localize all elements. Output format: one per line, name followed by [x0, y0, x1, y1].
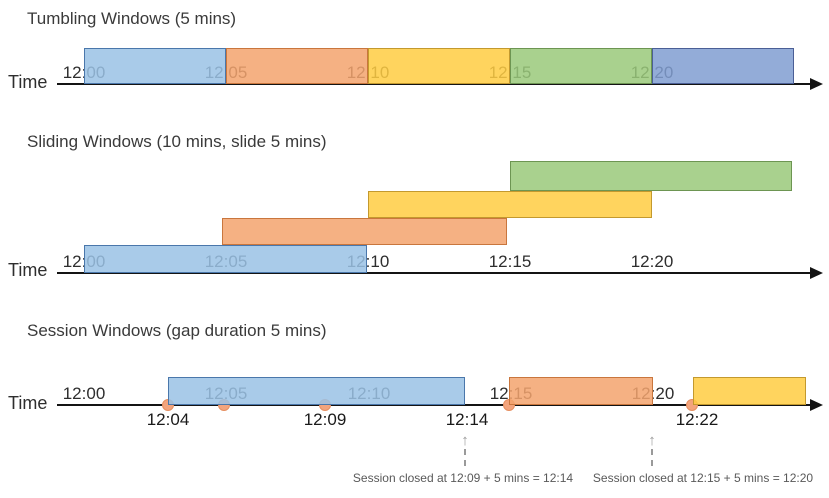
event-time-label: 12:14 — [445, 410, 489, 429]
axis-arrow-icon — [810, 399, 823, 411]
tumbling-window-w2 — [226, 48, 368, 84]
time-tick: 12:00 — [62, 384, 106, 403]
session-annotation: Session closed at 12:09 + 5 mins = 12:14 — [352, 471, 574, 485]
session-time-axis-label: Time — [8, 393, 48, 413]
sliding-title: Sliding Windows (10 mins, slide 5 mins) — [27, 132, 327, 151]
sliding-window-w2 — [222, 218, 507, 245]
axis-arrow-icon — [810, 78, 823, 90]
sliding-window-w1 — [84, 245, 367, 273]
event-time-label: 12:22 — [675, 410, 719, 429]
event-time-label: 12:09 — [303, 410, 347, 429]
dashed-line — [464, 449, 466, 466]
tumbling-window-w3 — [368, 48, 510, 84]
session-time-axis — [57, 404, 811, 406]
tumbling-time-axis-label: Time — [8, 72, 48, 92]
tumbling-time-axis — [57, 83, 811, 85]
time-tick: 12:20 — [630, 252, 674, 271]
sliding-time-axis-label: Time — [8, 260, 48, 280]
tumbling-window-w4 — [510, 48, 652, 84]
sliding-window-w3 — [368, 191, 652, 218]
tumbling-window-w1 — [84, 48, 226, 84]
up-arrow-icon: ↑ — [648, 432, 656, 449]
axis-arrow-icon — [810, 267, 823, 279]
tumbling-title: Tumbling Windows (5 mins) — [27, 9, 237, 28]
sliding-time-axis — [57, 272, 811, 274]
time-tick: 12:15 — [488, 252, 532, 271]
dashed-line — [651, 449, 653, 466]
session-window-w1 — [168, 377, 465, 405]
sliding-window-w4 — [510, 161, 792, 191]
up-arrow-icon: ↑ — [461, 432, 469, 449]
session-window-w2 — [509, 377, 653, 405]
tumbling-window-w5 — [652, 48, 794, 84]
session-annotation: Session closed at 12:15 + 5 mins = 12:20 — [592, 471, 814, 485]
session-window-w3 — [693, 377, 806, 405]
event-time-label: 12:04 — [146, 410, 190, 429]
session-title: Session Windows (gap duration 5 mins) — [27, 321, 327, 340]
